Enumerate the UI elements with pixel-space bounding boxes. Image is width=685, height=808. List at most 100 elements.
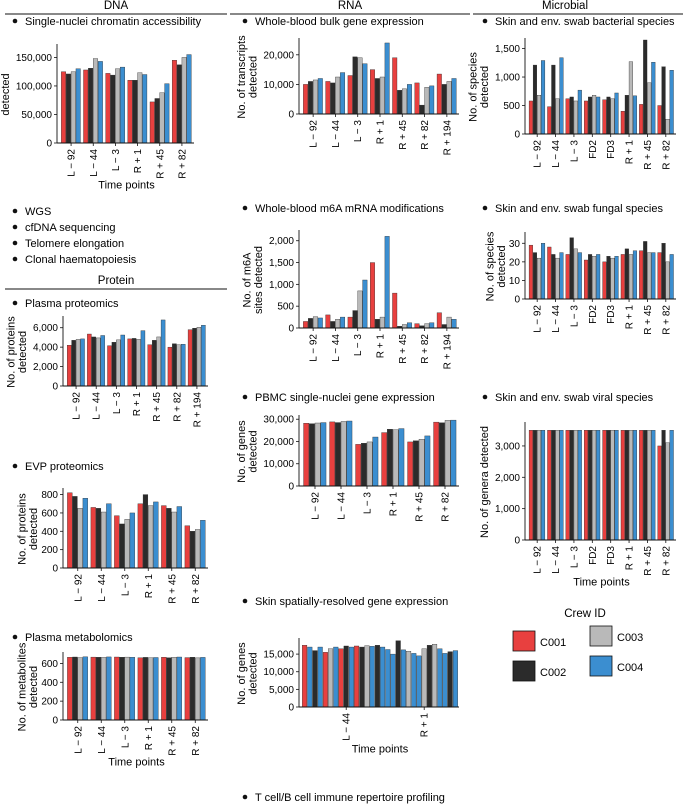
bar-c002 bbox=[569, 237, 574, 300]
chart-title: Whole-blood bulk gene expression bbox=[255, 16, 424, 28]
bar-c004 bbox=[407, 322, 412, 329]
y-tick-label: 20,000 bbox=[263, 50, 294, 61]
bar-c003 bbox=[537, 257, 542, 300]
y-tick-label: 400 bbox=[41, 527, 58, 538]
x-tick-label: R + 82 bbox=[420, 120, 431, 150]
bar-c003 bbox=[335, 76, 341, 115]
x-tick-label: R + 1 bbox=[389, 492, 400, 517]
bar-c001 bbox=[67, 657, 73, 721]
bar-c003 bbox=[124, 519, 130, 569]
bar-c004 bbox=[596, 254, 601, 300]
bar-c004 bbox=[559, 57, 564, 135]
chart-plasma_prot: Plasma proteomics L − 92 L − 44 L − 3 R + 1 R… bbox=[6, 298, 208, 427]
bar-c003 bbox=[366, 441, 373, 487]
y-tick-label: 4,000 bbox=[33, 343, 58, 354]
header-protein: Protein bbox=[98, 275, 134, 287]
chart-title: Whole-blood m6A mRNA modifications bbox=[255, 203, 444, 215]
bar-c001 bbox=[105, 73, 111, 144]
title-bullet bbox=[242, 598, 248, 604]
bar-c001 bbox=[620, 254, 625, 300]
bar-c004 bbox=[651, 430, 656, 541]
bar-c003 bbox=[171, 511, 177, 569]
x-tick-label: FD3 bbox=[606, 546, 617, 565]
bar-c003 bbox=[124, 656, 130, 721]
bar bbox=[322, 652, 328, 708]
bar-c001 bbox=[602, 430, 607, 541]
y-tick-label: 0 bbox=[288, 110, 294, 121]
bar-c004 bbox=[384, 42, 390, 115]
x-tick-label: R + 1 bbox=[132, 392, 143, 417]
bar-c003 bbox=[647, 82, 652, 135]
bar bbox=[426, 645, 432, 708]
bar-c004 bbox=[407, 84, 412, 115]
y-axis-label: No. of m6A bbox=[242, 252, 254, 308]
bar-c002 bbox=[172, 343, 177, 387]
bar-c001 bbox=[370, 262, 375, 329]
bar-c001 bbox=[528, 100, 533, 135]
y-tick-label: 2,000 bbox=[269, 236, 294, 247]
y-axis-label: detected bbox=[17, 331, 29, 373]
x-tick-label: R + 1 bbox=[420, 713, 431, 738]
y-axis-label: No. of species bbox=[468, 52, 480, 122]
x-tick-label: L − 44 bbox=[92, 392, 103, 420]
y-tick-label: 30,000 bbox=[263, 415, 294, 426]
bar-c003 bbox=[137, 72, 143, 144]
bar-c001 bbox=[407, 441, 414, 487]
bar-c003 bbox=[628, 61, 633, 135]
bar bbox=[421, 648, 427, 708]
bar-c002 bbox=[166, 508, 172, 569]
bar-c004 bbox=[160, 319, 166, 387]
bar-c004 bbox=[614, 256, 619, 300]
bar bbox=[302, 645, 308, 708]
y-axis-label: detected bbox=[247, 430, 259, 472]
bar-c002 bbox=[142, 494, 149, 569]
bar-c003 bbox=[446, 316, 452, 329]
y-tick-label: 2,000 bbox=[495, 473, 520, 484]
legend-title: Crew ID bbox=[564, 608, 606, 620]
chart-pbmc: PBMC single-nuclei gene expression L − 92… bbox=[236, 392, 459, 522]
chart-metab: Plasma metabolomics L − 92 L − 44 L − 3 R + … bbox=[12, 632, 208, 769]
bar-c001 bbox=[184, 657, 190, 721]
y-tick-label: 0 bbox=[288, 324, 294, 335]
bar-c001 bbox=[107, 345, 112, 387]
x-tick-label: L − 44 bbox=[331, 334, 342, 362]
y-tick-label: 500 bbox=[503, 101, 520, 112]
chart-m6a: Whole-blood m6A mRNA modifications L − 92… bbox=[242, 203, 459, 369]
x-tick-label: L − 44 bbox=[331, 120, 342, 148]
bar-c001 bbox=[347, 316, 353, 329]
bullet-dot bbox=[12, 256, 18, 262]
x-tick-label: R + 45 bbox=[167, 574, 178, 604]
x-tick-label: L − 44 bbox=[551, 546, 562, 574]
bar bbox=[442, 653, 448, 708]
bar-c004 bbox=[142, 74, 148, 144]
x-tick-label: R + 82 bbox=[661, 140, 672, 170]
bar-c002 bbox=[88, 68, 94, 144]
bar-c003 bbox=[628, 254, 633, 300]
y-tick-label: 20 bbox=[509, 257, 521, 268]
x-tick-label: R + 45 bbox=[643, 140, 654, 170]
bar-c002 bbox=[419, 104, 425, 115]
y-tick-label: 50,000 bbox=[21, 110, 52, 121]
bar-c002 bbox=[176, 64, 182, 144]
bar-c002 bbox=[152, 340, 157, 387]
y-axis-label: No. of genera detected bbox=[479, 426, 491, 538]
legend-label-c001: C001 bbox=[540, 637, 566, 649]
dna-bullet-cfdna: cfDNA sequencing bbox=[25, 222, 116, 234]
x-tick-label: R + 1 bbox=[625, 305, 636, 330]
x-tick-label: L − 92 bbox=[72, 392, 83, 420]
bar-c004 bbox=[362, 279, 368, 329]
x-tick-label: R + 45 bbox=[398, 120, 409, 150]
bar-c003 bbox=[357, 57, 363, 115]
bar-c004 bbox=[362, 63, 368, 115]
bar-c003 bbox=[116, 339, 121, 387]
bar-c001 bbox=[565, 98, 570, 135]
title-bullet bbox=[12, 463, 18, 469]
dna-bullet-clonal: Clonal haematopoiesis bbox=[25, 254, 137, 266]
x-tick-label: R + 1 bbox=[376, 120, 387, 145]
bar-c003 bbox=[181, 57, 187, 144]
bar-c003 bbox=[610, 430, 615, 541]
bar-c001 bbox=[392, 57, 398, 115]
bar bbox=[380, 646, 386, 708]
title-bullet bbox=[482, 205, 488, 211]
y-tick-label: 0 bbox=[46, 139, 52, 150]
